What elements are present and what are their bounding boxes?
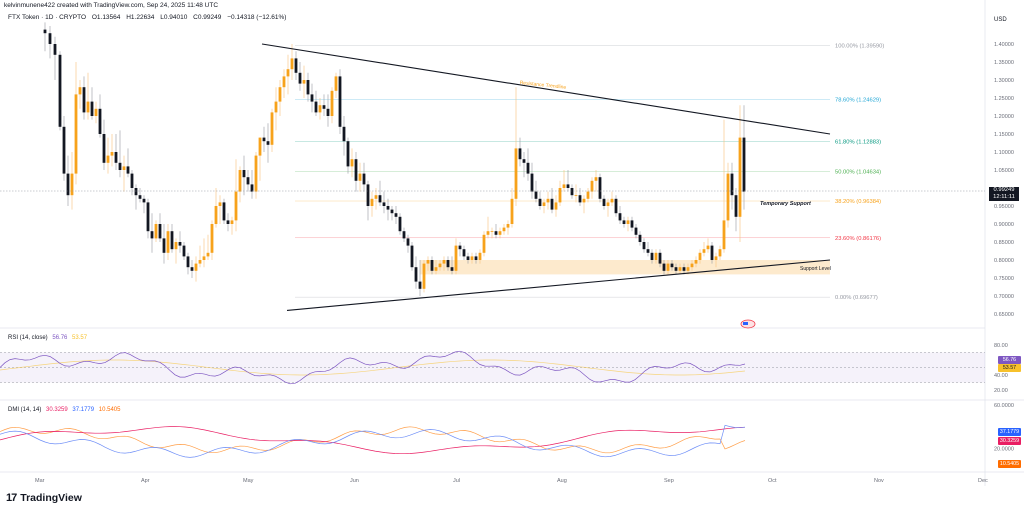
bar-countdown: 12:11:11 [993, 194, 1015, 200]
plus-di-badge: 37.1779 [998, 428, 1021, 436]
time-tick: Mar [35, 478, 45, 484]
trendlines[interactable] [261, 43, 831, 311]
price-tick: 1.40000 [994, 42, 1014, 48]
dmi-minus-di-value: 10.5405 [98, 407, 121, 413]
rsi-legend[interactable]: RSI (14, close) 56.76 53.57 [8, 335, 90, 341]
economic-event-flag-icon[interactable] [740, 319, 756, 329]
tradingview-brand: TradingView [20, 492, 82, 504]
current-price: 0.99249 [993, 187, 1015, 193]
time-tick: Aug [557, 478, 567, 484]
adx-badge: 30.3259 [998, 437, 1021, 445]
symbol-legend[interactable]: FTX Token · 1D · CRYPTO O1.13564 H1.2263… [8, 14, 290, 21]
rsi-pane: 80.00 40.00 20.00 [0, 343, 1008, 394]
time-tick: Sep [664, 478, 674, 484]
rsi-ma-badge: 53.57 [998, 364, 1021, 372]
price-tick: 0.85000 [994, 240, 1014, 246]
candlestick-series [43, 22, 746, 296]
time-tick: May [243, 478, 254, 484]
dmi-title: DMI (14, 14) [8, 407, 42, 413]
ohlc-change: −0.14318 (−12.61%) [227, 14, 287, 21]
rsi-ma-value: 53.57 [72, 335, 88, 341]
svg-text:20.00: 20.00 [994, 388, 1008, 394]
svg-text:40.00: 40.00 [994, 373, 1008, 379]
chart-credit: kelvinmunene422 created with TradingView… [4, 2, 219, 9]
rsi-value: 56.76 [52, 335, 68, 341]
price-tick: 1.30000 [994, 78, 1014, 84]
rsi-title: RSI (14, close) [8, 335, 48, 341]
fib-level-label: 50.00% (1.04634) [835, 169, 881, 175]
dmi-legend[interactable]: DMI (14, 14) 30.3259 37.1779 10.5405 [8, 407, 123, 413]
tradingview-logo-icon: 17 [6, 492, 17, 504]
time-tick: Apr [141, 478, 150, 484]
price-tick: 1.25000 [994, 96, 1014, 102]
fib-level-label: 23.60% (0.86176) [835, 236, 881, 242]
price-tick: 1.05000 [994, 168, 1014, 174]
time-tick: Nov [874, 478, 884, 484]
ohlc-open: O1.13564 [91, 14, 121, 21]
fib-level-label: 38.20% (0.96384) [835, 199, 881, 205]
currency-label[interactable]: USD [994, 17, 1007, 23]
svg-text:20.0000: 20.0000 [994, 447, 1014, 453]
support-zone[interactable] [420, 260, 830, 275]
fib-level-label: 0.00% (0.69677) [835, 295, 878, 301]
dmi-pane: 60.0000 20.0000 [0, 403, 1014, 458]
price-tick: 0.75000 [994, 276, 1014, 282]
current-price-badge: 0.99249 12:11:11 [989, 187, 1019, 201]
price-tick: 1.10000 [994, 150, 1014, 156]
time-tick: Oct [768, 478, 777, 484]
symbol-name[interactable]: FTX Token · 1D · CRYPTO [8, 14, 87, 21]
rsi-value-badge: 56.76 [998, 356, 1021, 364]
svg-text:60.0000: 60.0000 [994, 403, 1014, 409]
price-axis[interactable]: 1.40000 1.35000 1.30000 1.25000 1.20000 1.150… [994, 42, 1014, 318]
minus-di-badge: 10.5405 [998, 460, 1021, 468]
ohlc-close: C0.99249 [193, 14, 222, 21]
price-tick: 0.65000 [994, 312, 1014, 318]
fib-level-label: 78.60% (1.24629) [835, 97, 881, 103]
support-level-label[interactable]: Support Level [800, 266, 831, 272]
time-tick: Dec [978, 478, 988, 484]
time-tick: Jun [350, 478, 359, 484]
time-axis[interactable]: Mar Apr May Jun Jul Aug Sep Oct Nov Dec [35, 478, 988, 484]
fib-level-label: 100.00% (1.39590) [835, 43, 884, 49]
time-tick: Jul [453, 478, 460, 484]
price-tick: 1.35000 [994, 60, 1014, 66]
dmi-plus-di-value: 37.1779 [72, 407, 95, 413]
price-tick: 0.90000 [994, 222, 1014, 228]
tradingview-footer: 17 TradingView [6, 492, 82, 504]
svg-text:80.00: 80.00 [994, 343, 1008, 349]
fib-level-label: 61.80% (1.12883) [835, 140, 881, 146]
price-tick: 0.70000 [994, 294, 1014, 300]
ohlc-high: H1.22634 [126, 14, 155, 21]
price-tick: 0.95000 [994, 204, 1014, 210]
ohlc-low: L0.94010 [160, 14, 188, 21]
price-tick: 1.15000 [994, 132, 1014, 138]
price-tick: 1.20000 [994, 114, 1014, 120]
price-tick: 0.80000 [994, 258, 1014, 264]
dmi-adx-value: 30.3259 [46, 407, 68, 413]
temporary-support-label[interactable]: Temporary Support [760, 201, 811, 207]
